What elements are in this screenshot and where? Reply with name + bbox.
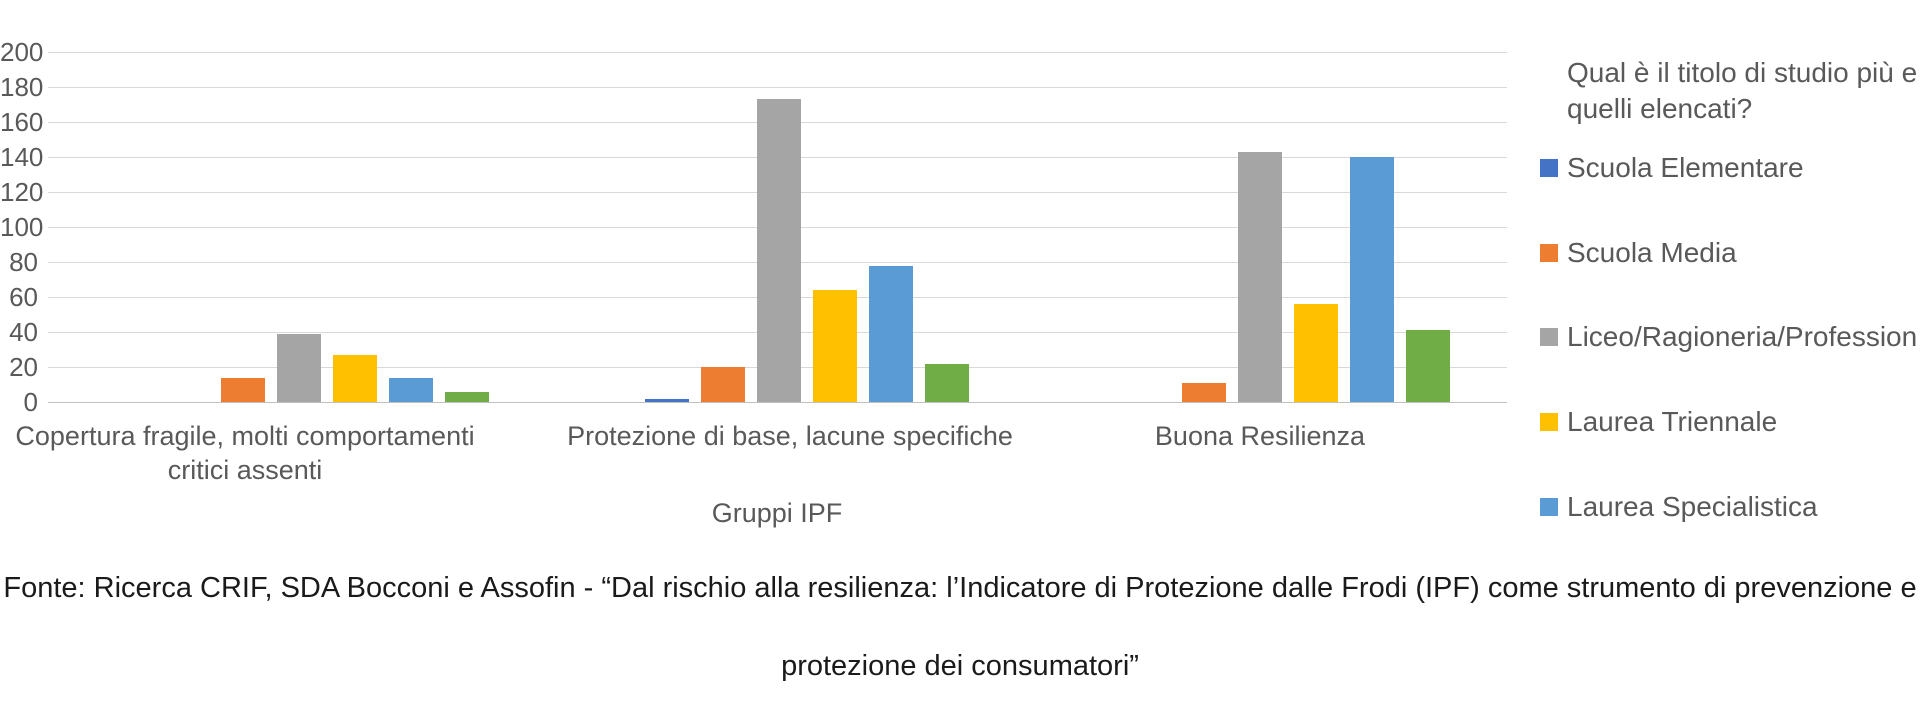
category-label-1: Copertura fragile, molti comportamenti c… <box>15 421 475 485</box>
bar-group2-series5 <box>869 265 913 402</box>
source-footer-line1: Fonte: Ricerca CRIF, SDA Bocconi e Assof… <box>3 572 1917 604</box>
legend-swatch-icon <box>1540 328 1558 346</box>
bar-group3-series4 <box>1294 304 1338 402</box>
plot-area <box>48 52 1507 403</box>
legend-label: Laurea Triennale <box>1567 406 1778 437</box>
bar-group3-series6 <box>1406 330 1450 402</box>
bar-group1-series4 <box>333 354 377 402</box>
legend-label: Scuola Media <box>1567 237 1737 268</box>
category-label-2: Protezione di base, lacune specifiche <box>567 421 1013 451</box>
legend-label: Liceo/Ragioneria/Profession <box>1567 321 1918 352</box>
legend-label: Scuola Elementare <box>1567 152 1804 183</box>
gridline-200 <box>48 52 1507 53</box>
bar-group2-series2 <box>701 367 745 402</box>
legend-title-line2: quelli elencati? <box>1567 93 1753 125</box>
bar-group3-series2 <box>1182 382 1226 402</box>
legend-item-2: Scuola Media <box>1540 237 1737 269</box>
legend-swatch-icon <box>1540 413 1558 431</box>
bar-group1-series6 <box>445 391 489 402</box>
legend-item-5: Laurea Specialistica <box>1540 491 1818 523</box>
gridline-180 <box>48 87 1507 88</box>
bar-group2-series1 <box>645 398 689 402</box>
y-tick-label-0: 0 <box>23 387 38 417</box>
x-axis-line <box>48 402 1507 403</box>
y-tick-label-180: 180 <box>0 72 44 102</box>
y-tick-label-80: 80 <box>9 247 38 277</box>
y-tick-label-120: 120 <box>0 177 44 207</box>
source-footer-line2: protezione dei consumatori” <box>781 650 1139 682</box>
y-tick-label-40: 40 <box>9 317 38 347</box>
bar-group2-series4 <box>813 290 857 402</box>
legend-item-3: Liceo/Ragioneria/Profession <box>1540 321 1917 353</box>
bar-group1-series2 <box>221 377 265 402</box>
legend-swatch-icon <box>1540 159 1558 177</box>
legend: Qual è il titolo di studio più e quelli … <box>1540 55 1920 522</box>
bar-group2-series3 <box>757 99 801 402</box>
legend-swatch-icon <box>1540 498 1558 516</box>
x-axis-title: Gruppi IPF <box>711 498 843 528</box>
y-tick-label-140: 140 <box>0 142 44 172</box>
y-tick-label-160: 160 <box>0 107 44 137</box>
y-tick-label-60: 60 <box>9 282 38 312</box>
legend-title-line1: Qual è il titolo di studio più e <box>1567 57 1918 88</box>
legend-item-4: Laurea Triennale <box>1540 406 1777 438</box>
legend-label: Laurea Specialistica <box>1567 491 1818 522</box>
bar-group3-series3 <box>1238 151 1282 402</box>
y-tick-label-200: 200 <box>0 37 44 67</box>
legend-swatch-icon <box>1540 244 1558 262</box>
y-tick-label-100: 100 <box>0 212 44 242</box>
category-label-3: Buona Resilienza <box>1154 421 1366 451</box>
bar-group1-series5 <box>389 377 433 402</box>
y-tick-label-20: 20 <box>9 352 38 382</box>
legend-item-1: Scuola Elementare <box>1540 152 1804 184</box>
bar-group2-series6 <box>925 363 969 402</box>
bar-group1-series3 <box>277 333 321 402</box>
bar-group3-series5 <box>1350 157 1394 402</box>
